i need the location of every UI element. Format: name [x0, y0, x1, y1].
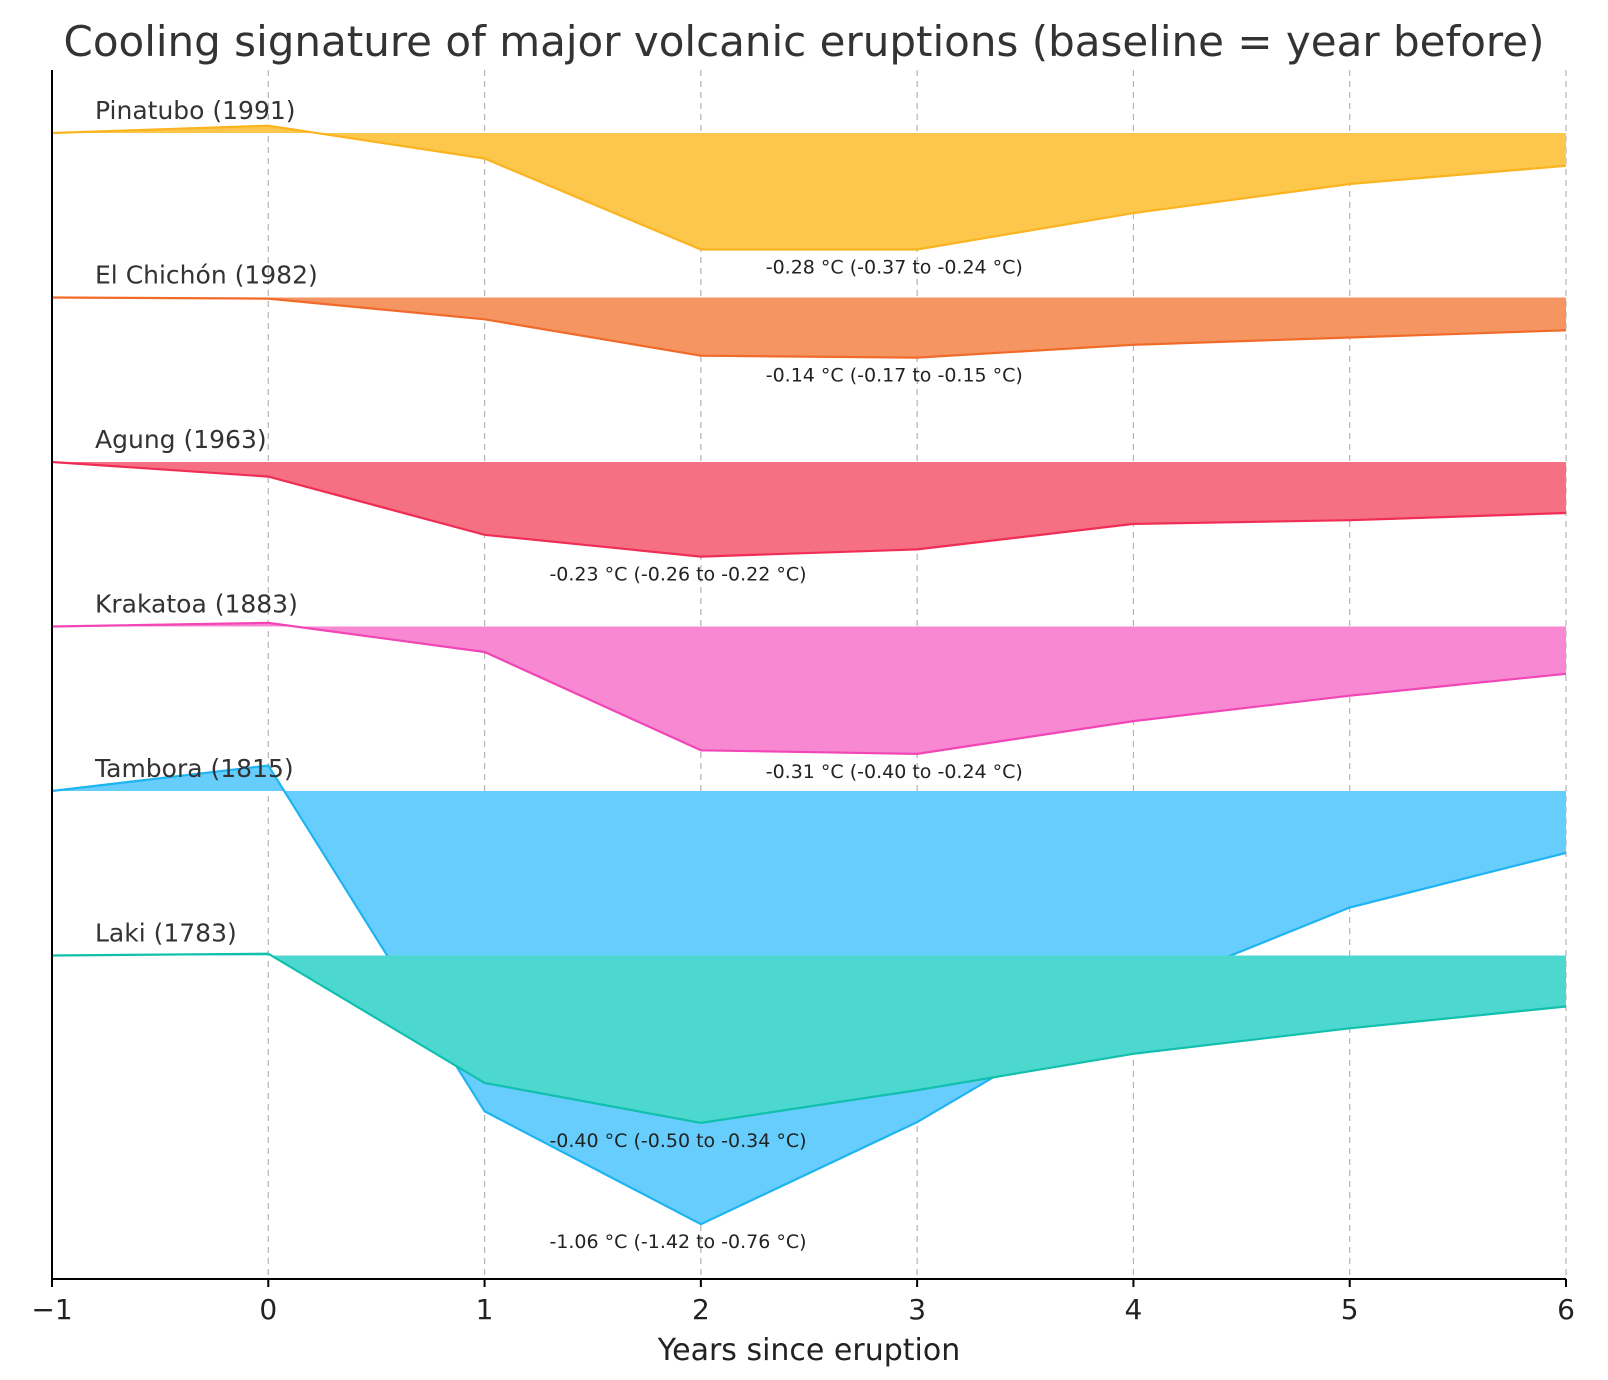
x-tick-label-1: 0: [259, 1293, 277, 1326]
band-line-el-chichon-1982: [51, 296, 1567, 359]
annotation-el-chichon-1982: -0.14 °C (-0.17 to -0.15 °C): [766, 365, 1023, 387]
annotation-krakatoa-1883: -0.31 °C (-0.40 to -0.24 °C): [766, 761, 1023, 783]
band-line-pinatubo-1991: [51, 124, 1567, 251]
series-label-agung-1963: Agung (1963): [95, 425, 267, 454]
series-label-laki-1783: Laki (1783): [95, 919, 237, 948]
series-label-tambora-1815: Tambora (1815): [94, 754, 294, 783]
axis-layer: [51, 70, 1566, 1280]
series-label-pinatubo-1991: Pinatubo (1991): [95, 96, 296, 125]
series-label-el-chichon-1982: El Chichón (1982): [95, 261, 318, 290]
x-tick-label-6: 5: [1341, 1293, 1359, 1326]
bands-layer: [51, 124, 1567, 1226]
x-axis-label: Years since eruption: [657, 1333, 960, 1368]
annotation-laki-1783: -0.40 °C (-0.50 to -0.34 °C): [549, 1130, 806, 1152]
x-tick-label-3: 2: [692, 1293, 710, 1326]
band-fill-krakatoa-1883: [52, 622, 1566, 754]
band-fill-agung-1963: [52, 462, 1566, 557]
band-line-krakatoa-1883: [51, 621, 1567, 756]
band-fill-laki-1783: [52, 953, 1566, 1123]
x-tick-label-2: 1: [476, 1293, 494, 1326]
band-line-agung-1963: [51, 460, 1567, 558]
chart-title: Cooling signature of major volcanic erup…: [64, 17, 1545, 66]
band-fill-el-chichon-1982: [52, 297, 1566, 358]
ticks-layer: −1 0 1 2 3 4 5 6: [31, 1279, 1575, 1326]
x-tick-label-7: 6: [1557, 1293, 1575, 1326]
annotation-pinatubo-1991: -0.28 °C (-0.37 to -0.24 °C): [766, 257, 1023, 279]
x-tick-label-0: −1: [31, 1293, 72, 1326]
series-label-krakatoa-1883: Krakatoa (1883): [95, 590, 298, 619]
band-line-tambora-1815: [51, 764, 1567, 1226]
labels-layer: Pinatubo (1991) -0.28 °C (-0.37 to -0.24 …: [94, 96, 1023, 1253]
x-tick-label-5: 4: [1125, 1293, 1143, 1326]
band-line-laki-1783: [51, 952, 1567, 1125]
annotation-tambora-1815: -1.06 °C (-1.42 to -0.76 °C): [549, 1231, 806, 1253]
band-fill-pinatubo-1991: [52, 125, 1566, 250]
x-tick-label-4: 3: [908, 1293, 926, 1326]
annotation-agung-1963: -0.23 °C (-0.26 to -0.22 °C): [549, 564, 806, 586]
